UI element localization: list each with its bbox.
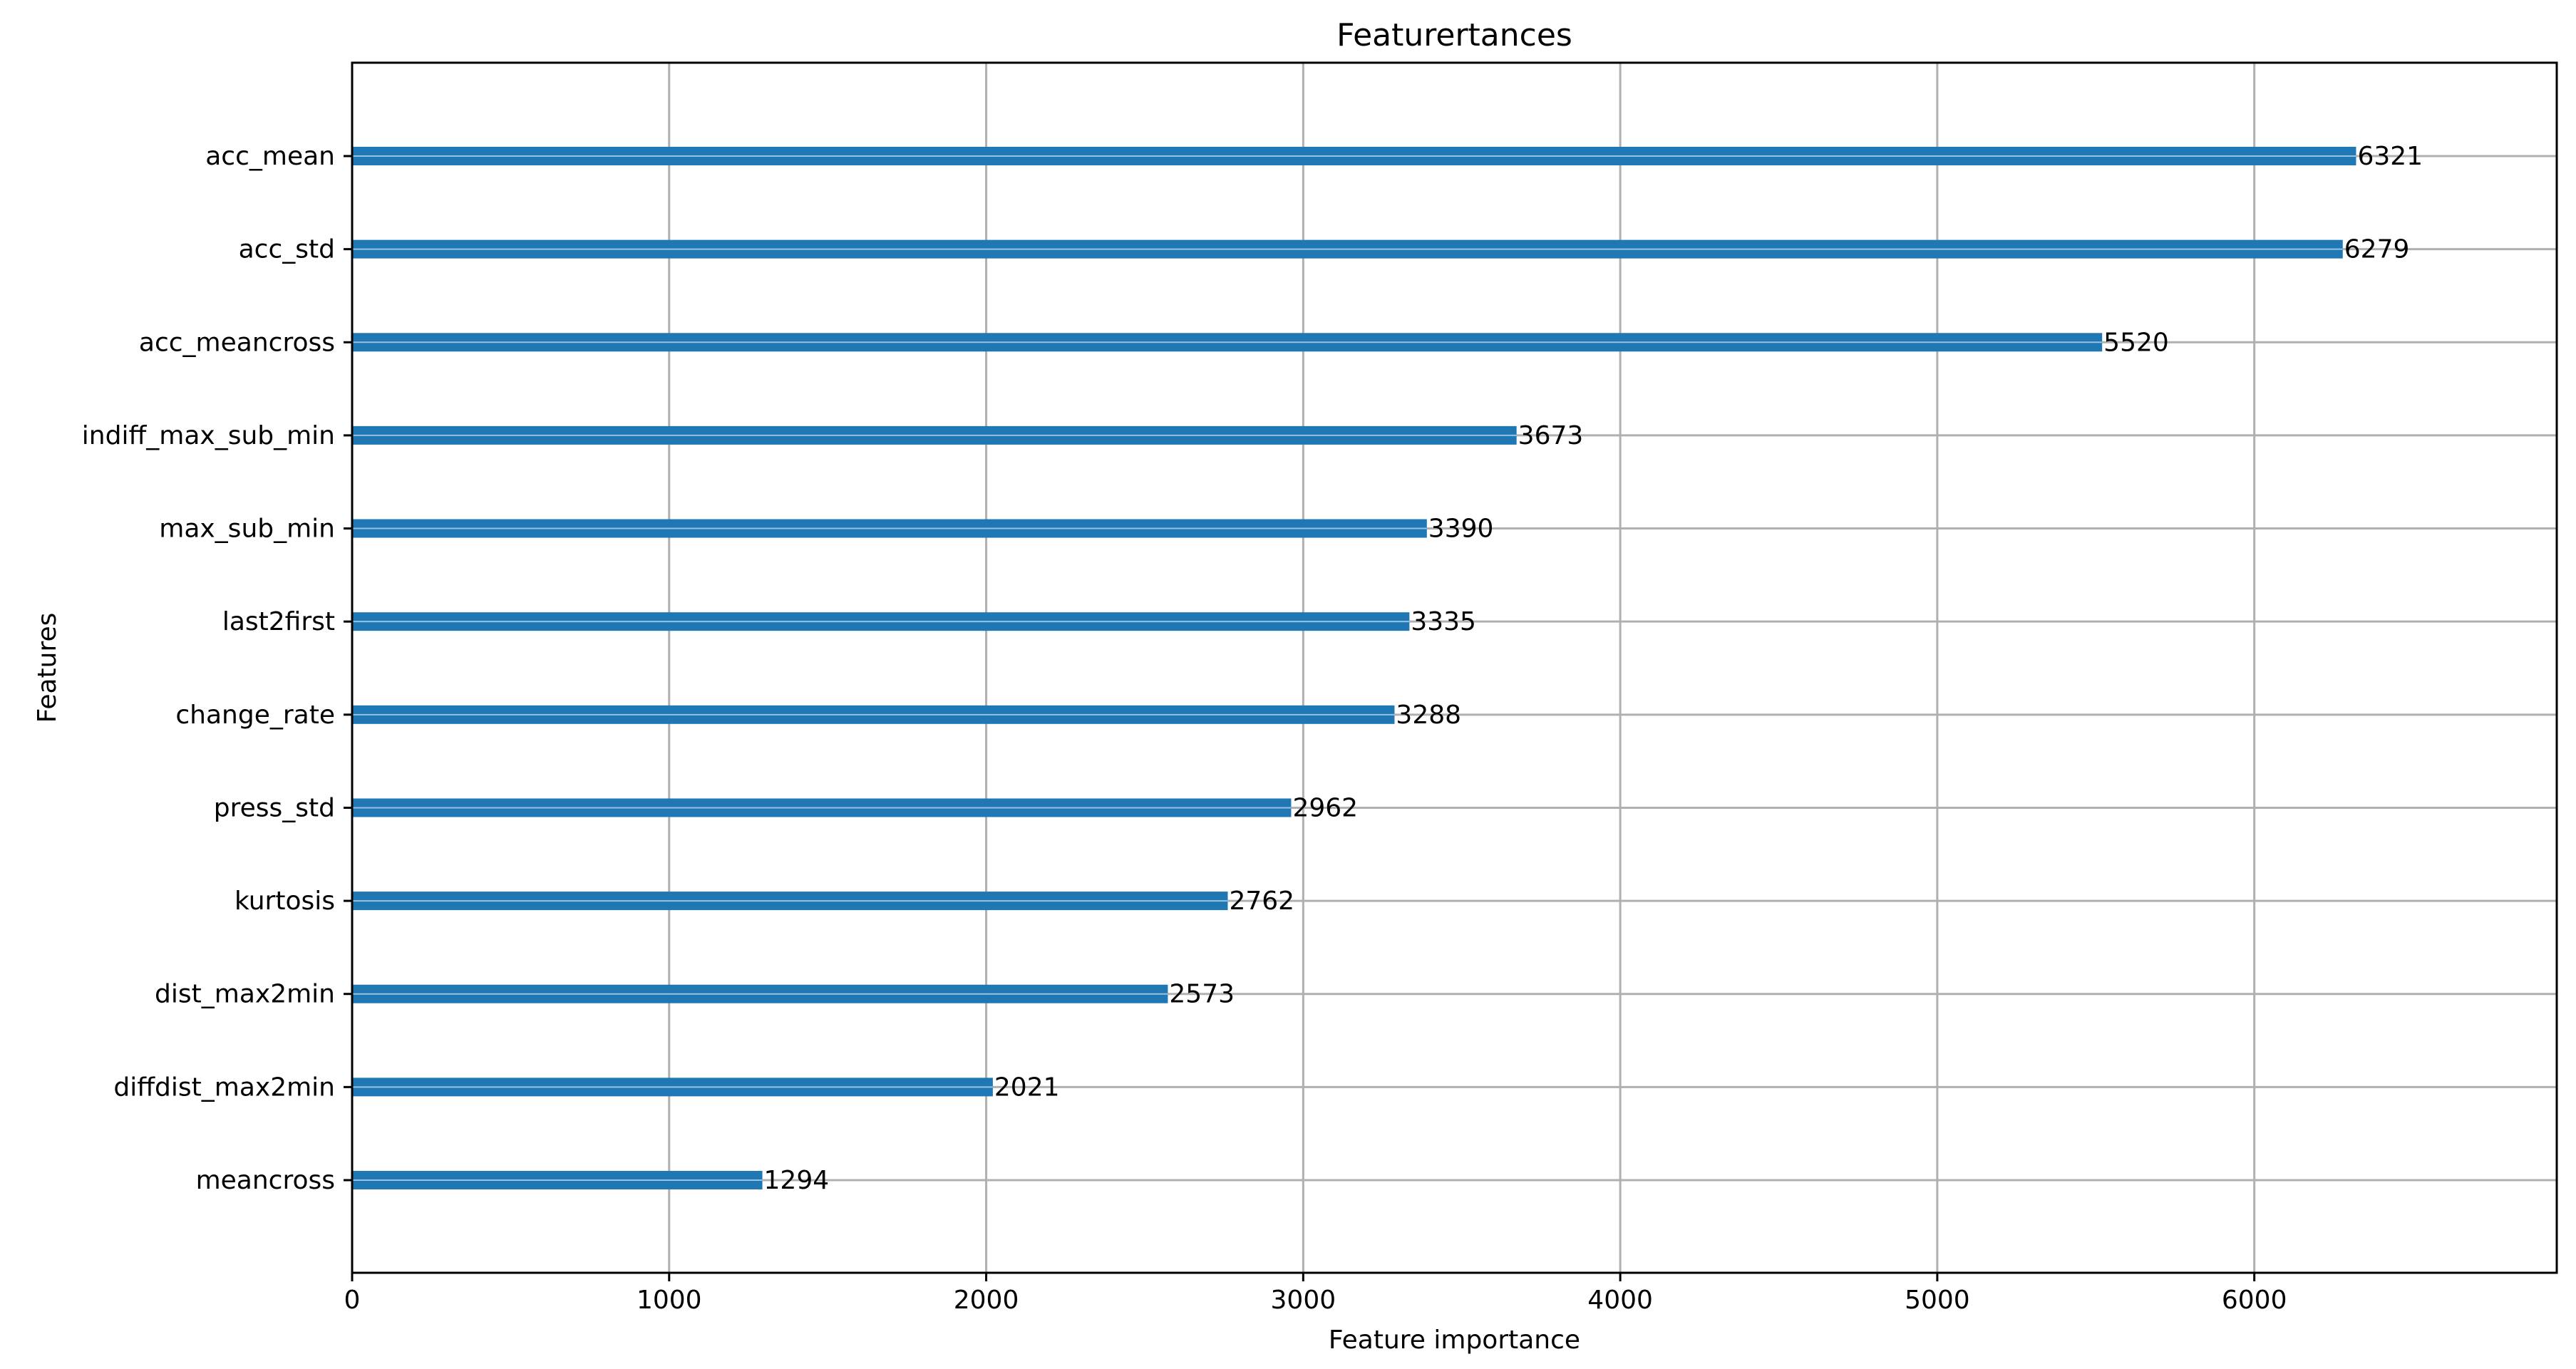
- x-axis-label: Feature importance: [1329, 1326, 1580, 1355]
- y-tick-label: acc_mean: [205, 142, 335, 171]
- y-tick-label: max_sub_min: [159, 515, 335, 544]
- bar-value-label: 3288: [1396, 701, 1461, 730]
- bar-value-label: 2021: [994, 1073, 1060, 1102]
- bar-value-label: 3335: [1411, 607, 1476, 636]
- plot-area-frame: [351, 61, 2558, 1274]
- bar-value-label: 1294: [764, 1166, 830, 1195]
- bar-value-label: 5520: [2103, 328, 2169, 357]
- value-labels: 6321 6279 5520 3673 3390 3335 3288 2962 2762 2573…: [764, 142, 2423, 1195]
- x-tick-label: 4000: [1587, 1286, 1653, 1315]
- bar-value-label: 6321: [2357, 142, 2423, 171]
- bar-value-label: 2962: [1292, 793, 1358, 822]
- y-tick-label: acc_std: [239, 235, 335, 264]
- y-axis-label: Features: [33, 613, 62, 723]
- x-tick-label: 1000: [637, 1286, 702, 1315]
- bar-value-label: 2762: [1229, 887, 1294, 916]
- bar-value-label: 3673: [1518, 421, 1584, 450]
- x-tick-label: 2000: [954, 1286, 1019, 1315]
- y-tick-label: acc_meancross: [139, 328, 335, 357]
- y-tick-label: press_std: [214, 793, 335, 822]
- x-tick-label: 0: [344, 1286, 361, 1315]
- x-tick-label: 6000: [2222, 1286, 2287, 1315]
- y-tick-label: change_rate: [175, 701, 335, 730]
- axis-ticks: 0 1000 2000 3000 4000 5000 6000 acc_mean acc_std…: [82, 142, 2287, 1315]
- y-tick-label: diffdist_max2min: [113, 1073, 335, 1102]
- y-tick-label: indiff_max_sub_min: [82, 421, 335, 450]
- y-tick-label: last2first: [222, 607, 335, 636]
- bar-value-label: 6279: [2344, 235, 2410, 264]
- bars: [352, 147, 2356, 1189]
- chart-title: Featurertances: [1336, 17, 1572, 53]
- x-tick-label: 5000: [1905, 1286, 1970, 1315]
- y-tick-label: meancross: [196, 1166, 335, 1195]
- bar-value-label: 2573: [1169, 980, 1235, 1009]
- y-tick-label: dist_max2min: [155, 980, 335, 1009]
- x-tick-label: 3000: [1271, 1286, 1336, 1315]
- y-tick-label: kurtosis: [235, 887, 335, 916]
- bar-value-label: 3390: [1428, 515, 1494, 544]
